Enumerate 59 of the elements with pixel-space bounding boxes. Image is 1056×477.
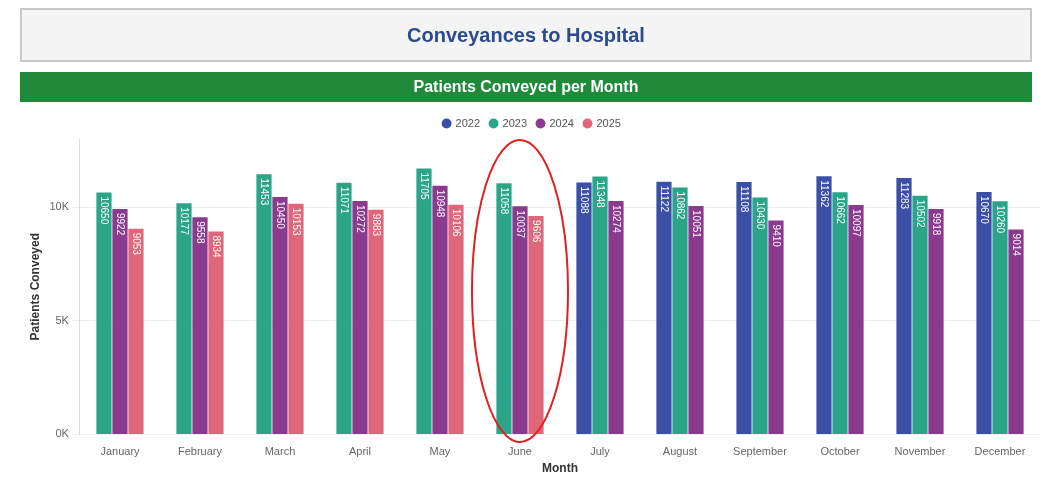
data-label: 11453 bbox=[259, 178, 271, 206]
data-label: 9918 bbox=[931, 213, 943, 236]
x-tick-label: September bbox=[733, 445, 788, 458]
data-label: 11362 bbox=[819, 180, 831, 208]
data-label: 10051 bbox=[691, 210, 703, 239]
data-label: 9606 bbox=[531, 220, 543, 243]
data-label: 10502 bbox=[915, 199, 927, 229]
data-label: 9014 bbox=[1011, 233, 1023, 257]
x-tick-label: March bbox=[264, 445, 296, 458]
x-tick-label: October bbox=[820, 445, 860, 458]
data-label: 11071 bbox=[339, 186, 351, 215]
y-axis-title: Patients Conveyed bbox=[27, 233, 42, 341]
data-label: 10430 bbox=[755, 201, 767, 230]
x-tick-label: December bbox=[974, 445, 1026, 458]
legend-label: 2022 bbox=[455, 116, 481, 129]
data-label: 10450 bbox=[275, 200, 287, 230]
x-tick-label: February bbox=[177, 445, 223, 458]
y-tick-label: 10K bbox=[49, 200, 70, 213]
data-label: 9558 bbox=[195, 221, 207, 244]
data-label: 10862 bbox=[675, 191, 687, 220]
data-label: 9883 bbox=[371, 213, 383, 237]
data-label: 10272 bbox=[355, 204, 367, 234]
data-label: 11705 bbox=[419, 172, 431, 200]
data-label: 11283 bbox=[899, 182, 911, 210]
x-tick-label: May bbox=[429, 445, 451, 458]
data-label: 10097 bbox=[851, 208, 863, 238]
data-label: 10670 bbox=[979, 195, 991, 225]
y-tick-label: 0K bbox=[55, 427, 70, 440]
x-tick-label: November bbox=[894, 445, 946, 458]
legend-label: 2023 bbox=[502, 116, 528, 129]
x-tick-label: June bbox=[508, 445, 532, 458]
data-label: 10274 bbox=[611, 204, 623, 234]
x-tick-label: January bbox=[100, 445, 141, 458]
chart-subtitle: Patients Conveyed per Month bbox=[20, 72, 1032, 102]
data-label: 9410 bbox=[771, 224, 783, 248]
x-tick-label: August bbox=[662, 445, 698, 458]
data-label: 9922 bbox=[115, 212, 127, 236]
data-label: 10650 bbox=[99, 196, 111, 225]
data-label: 10948 bbox=[435, 189, 447, 218]
data-label: 10153 bbox=[291, 207, 303, 236]
legend-label: 2025 bbox=[596, 116, 621, 129]
x-tick-label: July bbox=[590, 445, 611, 458]
data-label: 9053 bbox=[131, 232, 143, 256]
chart-title: Conveyances to Hospital bbox=[20, 8, 1032, 62]
data-label: 10662 bbox=[835, 196, 847, 225]
data-label: 10260 bbox=[995, 205, 1007, 234]
y-tick-label: 5K bbox=[55, 313, 70, 326]
data-label: 10106 bbox=[451, 208, 463, 238]
data-label: 11058 bbox=[499, 187, 511, 215]
x-axis-title: Month bbox=[541, 461, 578, 476]
data-label: 8934 bbox=[211, 235, 223, 259]
data-label: 11348 bbox=[595, 180, 607, 209]
data-label: 11122 bbox=[659, 185, 671, 213]
data-label: 10037 bbox=[515, 210, 527, 239]
x-tick-label: April bbox=[348, 445, 371, 458]
data-label: 11088 bbox=[579, 186, 591, 214]
legend-label: 2024 bbox=[549, 116, 574, 129]
data-label: 10177 bbox=[179, 207, 191, 236]
data-label: 11108 bbox=[739, 185, 751, 213]
